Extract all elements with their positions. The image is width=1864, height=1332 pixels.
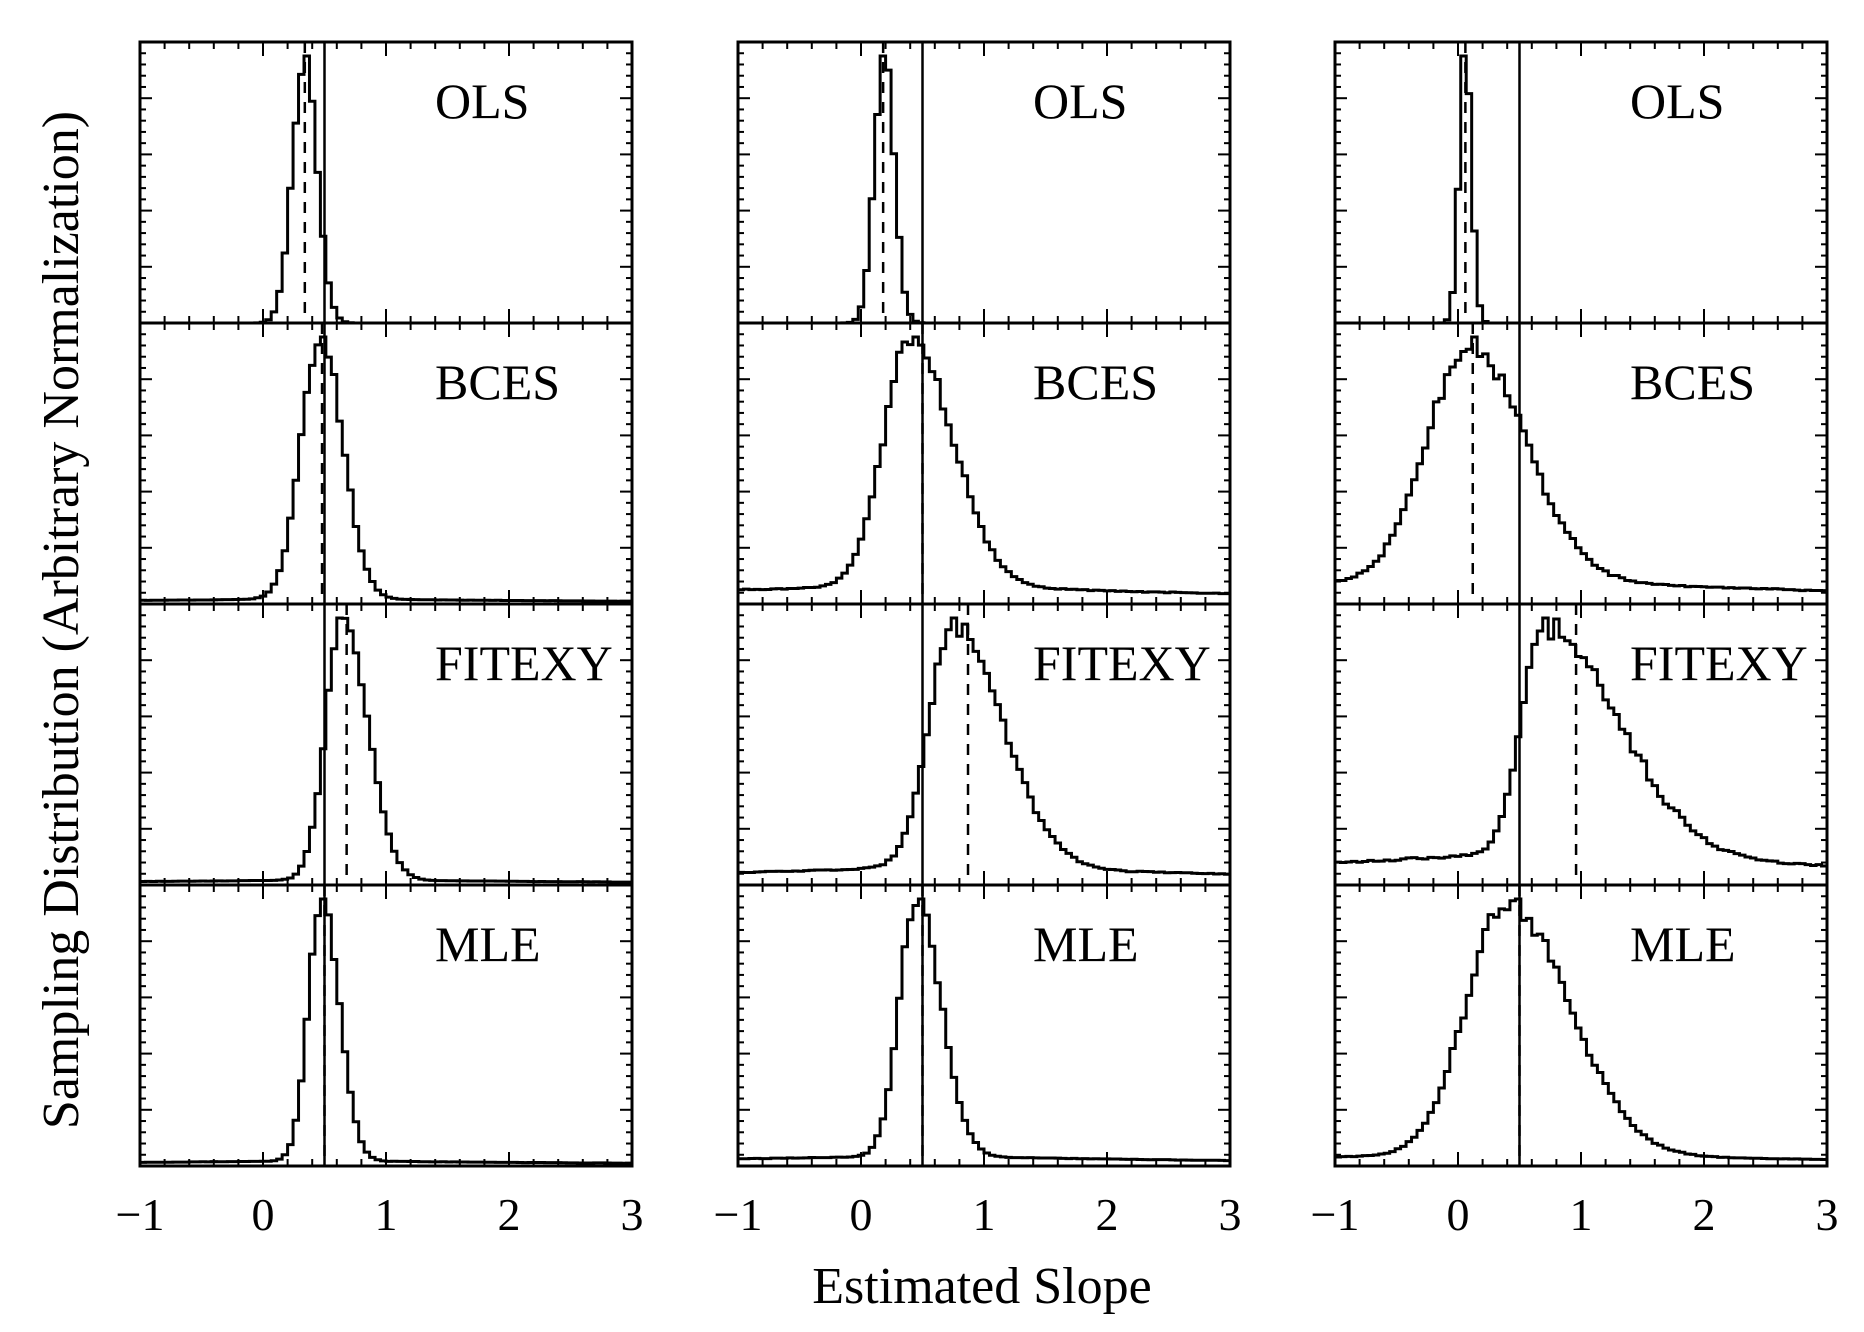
estimator-label: BCES [1033, 354, 1158, 410]
x-tick-label: 2 [498, 1189, 521, 1240]
x-axis-label: Estimated Slope [812, 1258, 1151, 1315]
chart-column-3: OLS BCES FITEXY MLE −1 0 1 2 3 [1311, 40, 1839, 1240]
estimator-label: OLS [1033, 73, 1127, 129]
x-tick-label: 3 [1219, 1189, 1242, 1240]
histogram-mle [1335, 897, 1827, 1161]
panel-mle: MLE [1334, 883, 1828, 1166]
histogram-bces [1335, 335, 1827, 593]
panel-ols: OLS [139, 42, 633, 325]
estimator-label: MLE [435, 916, 541, 972]
x-tick-label: −1 [1311, 1189, 1360, 1240]
estimator-label: BCES [435, 354, 560, 410]
estimator-label: BCES [1630, 354, 1755, 410]
x-tick-label: 1 [973, 1189, 996, 1240]
column-frame [736, 40, 1232, 1168]
panel-ols: OLS [737, 42, 1231, 325]
x-tick-label: 3 [1816, 1189, 1839, 1240]
estimator-label: MLE [1033, 916, 1139, 972]
x-tick-label: 0 [252, 1189, 275, 1240]
panel-bces: BCES [1334, 321, 1828, 604]
panel-mle: MLE [737, 883, 1231, 1166]
histogram-mle [140, 897, 632, 1165]
estimator-label: FITEXY [435, 635, 613, 691]
chart-column-1: OLS BCES FITEXY MLE −1 0 1 2 3 [116, 40, 644, 1240]
x-tick-label: −1 [714, 1189, 763, 1240]
x-tick-label: 0 [1447, 1189, 1470, 1240]
histogram-fitexy [738, 616, 1230, 876]
estimator-label: FITEXY [1033, 635, 1211, 691]
panel-mle: MLE [139, 883, 633, 1166]
column-frame [1333, 40, 1829, 1168]
histogram-fitexy [1335, 616, 1827, 868]
histogram-ols [140, 54, 632, 325]
x-tick-label: −1 [116, 1189, 165, 1240]
x-tick-label: 3 [621, 1189, 644, 1240]
histogram-mle [738, 897, 1230, 1163]
panel-fitexy: FITEXY [737, 602, 1231, 885]
panel-ols: OLS [1334, 42, 1828, 325]
estimator-label: OLS [435, 73, 529, 129]
estimator-label: OLS [1630, 73, 1724, 129]
estimator-label: MLE [1630, 916, 1736, 972]
column-frame [138, 40, 634, 1168]
x-tick-label: 1 [1570, 1189, 1593, 1240]
panel-bces: BCES [139, 321, 633, 604]
plot-area: OLS BCES FITEXY MLE −1 0 1 2 3 OLS BCES FITEXY MLE −1… [116, 40, 1839, 1240]
histogram-bces [738, 335, 1230, 596]
chart-column-2: OLS BCES FITEXY MLE −1 0 1 2 3 [714, 40, 1242, 1240]
y-axis-label: Sampling Distribution (Arbitrary Normali… [33, 111, 90, 1129]
estimator-label: FITEXY [1630, 635, 1808, 691]
panel-fitexy: FITEXY [139, 602, 633, 885]
panel-bces: BCES [737, 321, 1231, 604]
histogram-ols [738, 54, 1230, 325]
x-tick-label: 0 [850, 1189, 873, 1240]
panel-fitexy: FITEXY [1334, 602, 1828, 885]
x-tick-label: 2 [1096, 1189, 1119, 1240]
x-tick-label: 1 [375, 1189, 398, 1240]
histogram-ols [1335, 54, 1827, 325]
histogram-fitexy [140, 616, 632, 884]
x-tick-label: 2 [1693, 1189, 1716, 1240]
